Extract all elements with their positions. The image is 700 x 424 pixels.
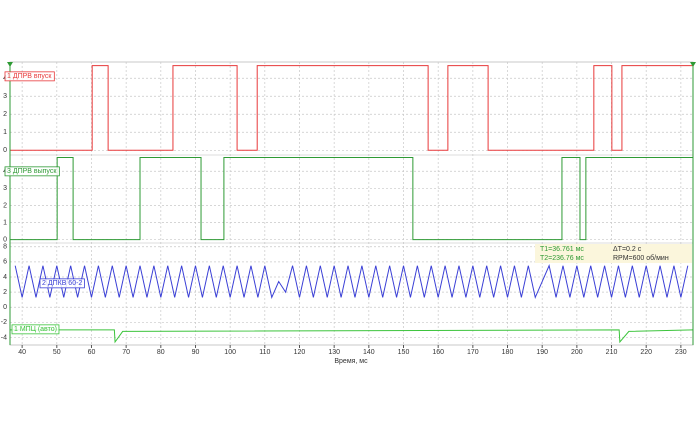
y-tick-label: 2 — [3, 111, 7, 118]
y-tick-label: 1 — [3, 129, 7, 136]
x-tick-label: 180 — [502, 349, 514, 356]
x-tick-label: 40 — [18, 349, 26, 356]
channel-label[interactable]: 3 ДПРВ выпуск — [7, 168, 57, 175]
x-tick-label: 100 — [224, 349, 236, 356]
y-tick-label: -4 — [1, 334, 7, 341]
x-tick-label: 200 — [571, 349, 583, 356]
cursor-handle[interactable] — [7, 62, 13, 67]
trace — [10, 329, 694, 344]
cursor-handle[interactable] — [690, 62, 696, 67]
x-tick-label: 160 — [432, 349, 444, 356]
cursor-t1-label: T1=36.761 мс — [540, 246, 584, 253]
x-tick-label: 120 — [294, 349, 306, 356]
trace — [14, 264, 689, 300]
y-tick-label: 3 — [3, 93, 7, 100]
x-tick-label: 80 — [157, 349, 165, 356]
cursor-info-box — [535, 244, 692, 263]
y-tick-label: 4 — [3, 274, 7, 281]
trace — [10, 157, 693, 241]
channel-label-box — [4, 71, 55, 82]
x-tick-label: 70 — [122, 349, 130, 356]
channel-label-box — [39, 278, 85, 289]
x-tick-label: 130 — [328, 349, 340, 356]
x-tick-label: 90 — [192, 349, 200, 356]
channel-label[interactable]: 2 ДПКВ 60-2 — [42, 280, 82, 287]
y-tick-label: 8 — [3, 244, 7, 251]
cursor-delta-label: ΔT=0.2 с — [613, 246, 642, 253]
trace — [10, 65, 693, 151]
rpm-label: RPM=600 об/мин — [613, 254, 669, 262]
x-tick-label: 170 — [467, 349, 479, 356]
y-tick-label: 0 — [3, 304, 7, 311]
x-tick-label: 220 — [640, 349, 652, 356]
cursor-t2-label: T2=236.76 мс — [540, 255, 584, 262]
y-tick-label: -2 — [1, 319, 7, 326]
y-tick-label: 2 — [3, 289, 7, 296]
y-tick-label: 0 — [3, 147, 7, 154]
x-tick-label: 50 — [53, 349, 61, 356]
channel-label-box — [4, 166, 60, 177]
x-tick-label: 210 — [606, 349, 618, 356]
y-tick-label: 6 — [3, 259, 7, 266]
plot-area — [9, 61, 694, 346]
channel-label[interactable]: 1 МПЦ (авто) — [14, 326, 57, 333]
y-tick-label: 1 — [3, 219, 7, 226]
y-tick-label: 3 — [3, 185, 7, 192]
x-axis-label: Время, мс — [334, 358, 368, 365]
channel-label[interactable]: 1 ДПРВ впуск — [7, 73, 52, 80]
x-tick-label: 230 — [675, 349, 687, 356]
x-tick-label: 150 — [398, 349, 410, 356]
y-tick-label: 0 — [3, 236, 7, 243]
y-tick-label: 2 — [3, 202, 7, 209]
x-tick-label: 140 — [363, 349, 375, 356]
x-tick-label: 110 — [259, 349, 270, 356]
channel-label-box — [11, 324, 60, 335]
x-tick-label: 60 — [88, 349, 96, 356]
x-tick-label: 190 — [536, 349, 548, 356]
